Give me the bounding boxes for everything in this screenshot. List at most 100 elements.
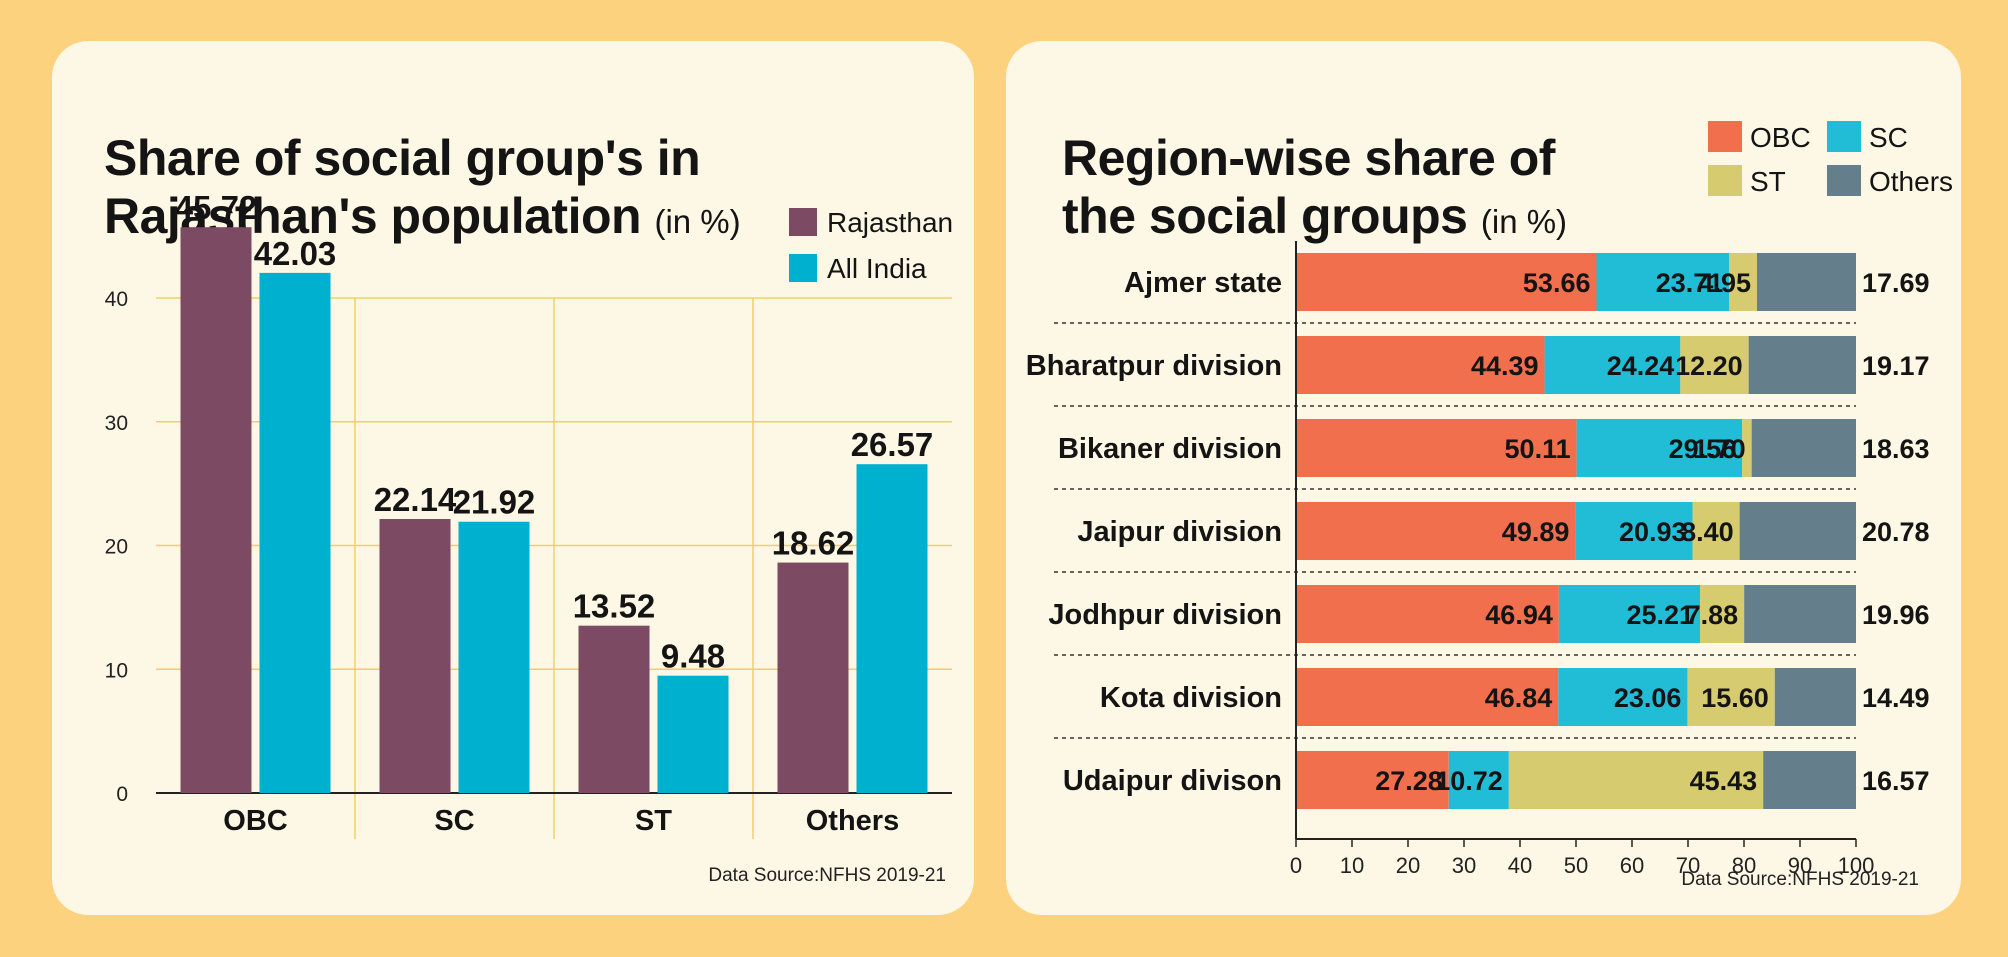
value-label-others-bharatpur-division: 19.17 <box>1862 351 1930 381</box>
value-label-st-udaipur-divison: 45.43 <box>1690 766 1758 796</box>
legend-label-sc: SC <box>1869 122 1908 153</box>
x-tick-label: 100 <box>1838 853 1875 878</box>
data-label-rajasthan-obc: 45.72 <box>175 189 258 226</box>
bar-rajasthan-st <box>578 625 650 793</box>
segment-st-jaipur-division <box>1692 502 1740 560</box>
legend-label-st: ST <box>1750 166 1786 197</box>
value-label-obc-jodhpur-division: 46.94 <box>1485 600 1553 630</box>
value-label-sc-kota-division: 23.06 <box>1614 683 1682 713</box>
x-tick-label-st: ST <box>635 805 672 837</box>
segment-sc-ajmer-state <box>1596 253 1730 311</box>
value-label-others-jaipur-division: 20.78 <box>1862 517 1930 547</box>
category-label-ajmer-state: Ajmer state <box>1124 267 1282 299</box>
value-label-others-ajmer-state: 17.69 <box>1862 268 1930 298</box>
value-label-sc-jaipur-division: 20.93 <box>1619 517 1687 547</box>
x-tick-label: 90 <box>1788 853 1812 878</box>
value-label-st-ajmer-state: 4.95 <box>1698 268 1751 298</box>
legend-label-rajasthan: Rajasthan <box>827 207 953 238</box>
value-label-others-bikaner-division: 18.63 <box>1862 434 1930 464</box>
x-tick-label: 80 <box>1732 853 1756 878</box>
x-tick-label-sc: SC <box>434 805 474 837</box>
legend-label-all-india: All India <box>827 253 927 284</box>
right-title-line-1: Region-wise share of <box>1062 130 1555 186</box>
category-label-kota-division: Kota division <box>1100 682 1282 714</box>
category-label-bikaner-division: Bikaner division <box>1058 433 1282 465</box>
x-tick-label: 40 <box>1508 853 1532 878</box>
legend-swatch-obc <box>1708 121 1742 152</box>
data-label-all-india-sc: 21.92 <box>453 484 536 521</box>
x-tick-label: 70 <box>1676 853 1700 878</box>
segment-others-jodhpur-division <box>1744 585 1856 643</box>
legend-label-others: Others <box>1869 166 1953 197</box>
value-label-sc-bikaner-division: 29.56 <box>1669 434 1737 464</box>
segment-sc-jaipur-division <box>1575 502 1693 560</box>
data-label-all-india-obc: 42.03 <box>254 235 337 272</box>
bar-rajasthan-sc <box>379 519 451 793</box>
x-tick-label-others: Others <box>806 805 899 837</box>
value-label-sc-bharatpur-division: 24.24 <box>1607 351 1675 381</box>
bar-all-india-obc <box>259 272 331 793</box>
value-label-sc-jodhpur-division: 25.21 <box>1626 600 1694 630</box>
left-data-source: Data Source:NFHS 2019-21 <box>708 865 946 886</box>
y-tick-label: 20 <box>105 536 128 559</box>
value-label-st-bikaner-division: 1.70 <box>1693 434 1746 464</box>
value-label-sc-udaipur-divison: 10.72 <box>1435 766 1503 796</box>
category-label-bharatpur-division: Bharatpur division <box>1026 350 1282 382</box>
value-label-others-jodhpur-division: 19.96 <box>1862 600 1930 630</box>
y-tick-label: 40 <box>105 288 128 311</box>
segment-sc-udaipur-divison <box>1448 751 1509 809</box>
legend-swatch-st <box>1708 165 1742 196</box>
x-tick-label: 20 <box>1396 853 1420 878</box>
segment-obc-jaipur-division <box>1296 502 1576 560</box>
value-label-obc-jaipur-division: 49.89 <box>1502 517 1570 547</box>
segment-st-bharatpur-division <box>1680 336 1749 394</box>
bar-all-india-st <box>657 675 729 793</box>
segment-obc-udaipur-divison <box>1296 751 1449 809</box>
segment-others-udaipur-divison <box>1763 751 1856 809</box>
data-label-all-india-st: 9.48 <box>661 638 725 675</box>
data-label-all-india-others: 26.57 <box>851 426 934 463</box>
bar-all-india-sc <box>458 521 530 793</box>
right-title-line-2: the social groups (in %) <box>1062 187 1567 251</box>
left-title-line-1: Share of social group's in <box>104 130 701 186</box>
value-label-others-udaipur-divison: 16.57 <box>1862 766 1930 796</box>
y-tick-label: 0 <box>116 783 128 806</box>
x-tick-label: 0 <box>1290 853 1302 878</box>
segment-others-ajmer-state <box>1756 253 1856 311</box>
data-label-rajasthan-st: 13.52 <box>573 588 656 625</box>
segment-others-kota-division <box>1774 668 1856 726</box>
category-label-jodhpur-division: Jodhpur division <box>1048 599 1282 631</box>
legend-swatch-others <box>1827 165 1861 196</box>
category-label-jaipur-division: Jaipur division <box>1077 516 1282 548</box>
right-chart-panel: Region-wise share of the social groups (… <box>1006 41 1961 915</box>
segment-others-bharatpur-division <box>1748 336 1856 394</box>
value-label-others-kota-division: 14.49 <box>1862 683 1930 713</box>
left-title-unit: (in %) <box>654 203 741 240</box>
bar-rajasthan-others <box>777 562 849 793</box>
segment-sc-bharatpur-division <box>1544 336 1681 394</box>
x-tick-label: 60 <box>1620 853 1644 878</box>
left-chart-title: Share of social group's in Rajasthan's p… <box>104 129 741 251</box>
x-tick-label: 30 <box>1452 853 1476 878</box>
left-chart-panel: Share of social group's in Rajasthan's p… <box>52 41 974 915</box>
segment-st-ajmer-state <box>1729 253 1757 311</box>
value-label-obc-kota-division: 46.84 <box>1485 683 1553 713</box>
legend-swatch-sc <box>1827 121 1861 152</box>
right-title-main: the social groups <box>1062 188 1468 244</box>
segment-st-udaipur-divison <box>1508 751 1764 809</box>
right-title-unit: (in %) <box>1480 203 1568 240</box>
value-label-obc-ajmer-state: 53.66 <box>1523 268 1591 298</box>
data-label-rajasthan-others: 18.62 <box>772 525 855 562</box>
legend-swatch-rajasthan <box>789 208 817 236</box>
value-label-obc-bharatpur-division: 44.39 <box>1471 351 1539 381</box>
legend-label-obc: OBC <box>1750 122 1811 153</box>
segment-sc-kota-division <box>1558 668 1688 726</box>
value-label-st-jodhpur-division: 7.88 <box>1686 600 1739 630</box>
value-label-st-bharatpur-division: 12.20 <box>1675 351 1743 381</box>
right-chart-title: Region-wise share of the social groups (… <box>1062 129 1567 251</box>
segment-obc-bikaner-division <box>1296 419 1577 477</box>
value-label-st-jaipur-division: 8.40 <box>1681 517 1734 547</box>
value-label-sc-ajmer-state: 23.71 <box>1656 268 1724 298</box>
legend-swatch-all-india <box>789 254 817 282</box>
